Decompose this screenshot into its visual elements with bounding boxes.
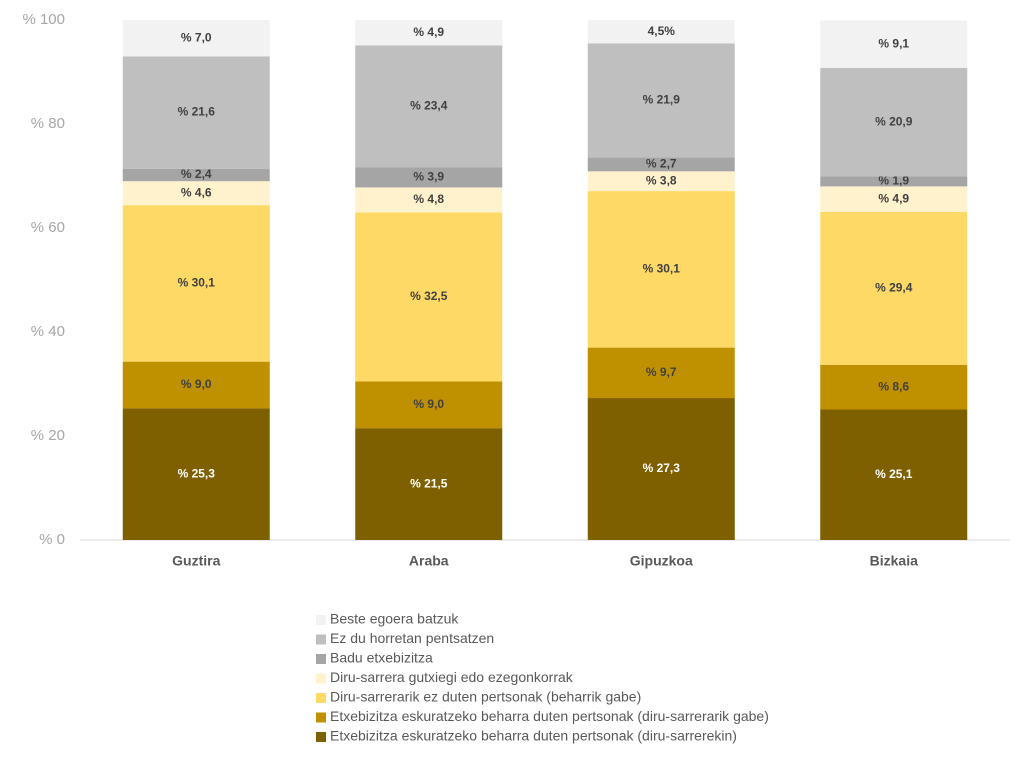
value-label: % 9,0 [181, 377, 212, 391]
value-label: % 27,3 [643, 461, 681, 475]
bar-segment [355, 45, 503, 168]
bar-segment [820, 409, 968, 540]
legend-label: Beste egoera batzuk [330, 611, 459, 627]
x-tick-label: Guztira [172, 553, 220, 569]
value-label: % 4,9 [878, 191, 909, 205]
y-tick-label: % 60 [31, 219, 65, 236]
legend-swatch [316, 673, 326, 684]
bar-segment [820, 176, 968, 187]
value-label: % 2,4 [181, 167, 212, 181]
bar-segment [355, 428, 503, 540]
value-label: % 23,4 [410, 98, 448, 112]
legend-label: Etxebizitza eskuratzeko beharra duten pe… [330, 708, 769, 724]
legend-swatch [316, 732, 326, 742]
bar-segment [820, 67, 968, 177]
bar-segment [587, 20, 735, 44]
legend-label: Diru-sarrerarik ez duten pertsonak (beha… [330, 689, 641, 705]
legend-swatch [316, 712, 326, 723]
bar-segment [122, 408, 270, 540]
bar-segment [820, 211, 968, 365]
value-label: % 32,5 [410, 289, 448, 303]
value-label: % 29,4 [875, 280, 913, 294]
legend-swatch [316, 615, 326, 625]
bar-segment [587, 157, 735, 172]
value-label: % 21,6 [178, 105, 216, 119]
legend-label: Ez du horretan pentsatzen [330, 630, 494, 646]
bar-segment [122, 205, 270, 362]
bar-segment [355, 20, 503, 46]
bar-segment [587, 43, 735, 158]
value-label: % 2,7 [646, 156, 677, 170]
value-label: % 21,5 [410, 476, 448, 490]
value-label: % 9,1 [878, 36, 909, 50]
bar-segment [355, 381, 503, 429]
value-label: % 1,9 [878, 174, 909, 188]
value-label: % 25,1 [875, 467, 913, 481]
bar-segment [122, 20, 270, 57]
bar-segment [122, 181, 270, 206]
value-label: % 9,7 [646, 365, 677, 379]
bar-segment [355, 187, 503, 213]
value-label: % 4,8 [413, 192, 444, 206]
legend-label: Diru-sarrera gutxiegi edo ezegonkorrak [330, 669, 574, 685]
y-tick-label: % 40 [31, 323, 65, 340]
value-label: % 30,1 [643, 262, 681, 276]
value-label: % 7,0 [181, 30, 212, 44]
value-label: % 21,9 [643, 93, 681, 107]
bar-segment [122, 168, 270, 182]
value-label: 4,5% [648, 24, 676, 38]
x-tick-label: Araba [409, 553, 449, 569]
y-tick-label: % 100 [22, 11, 65, 28]
legend-swatch [316, 634, 326, 645]
bar-segment [587, 191, 735, 348]
value-label: % 9,0 [413, 397, 444, 411]
bar-segment [355, 167, 503, 188]
bar-segment [820, 364, 968, 410]
legend-label: Badu etxebizitza [330, 650, 433, 666]
legend-swatch [316, 654, 326, 664]
value-label: % 25,3 [178, 466, 216, 480]
value-label: % 4,6 [181, 185, 212, 199]
y-tick-label: % 80 [31, 115, 65, 132]
value-label: % 3,9 [413, 169, 444, 183]
value-label: % 4,9 [413, 25, 444, 39]
x-tick-label: Bizkaia [870, 553, 918, 569]
legend-swatch [316, 693, 326, 703]
bar-segment [122, 361, 270, 409]
y-tick-label: % 0 [39, 531, 65, 548]
value-label: % 3,8 [646, 173, 677, 187]
legend-label: Etxebizitza eskuratzeko beharra duten pe… [330, 728, 737, 744]
bar-segment [587, 171, 735, 192]
x-tick-label: Gipuzkoa [630, 553, 693, 569]
value-label: % 30,1 [178, 276, 216, 290]
bar-segment [587, 347, 735, 399]
value-label: % 8,6 [878, 379, 909, 393]
bar-segment [820, 186, 968, 212]
bar-segment [587, 398, 735, 540]
bar-segment [355, 212, 503, 382]
y-tick-label: % 20 [31, 427, 65, 444]
bar-segment [820, 20, 968, 68]
bar-segment [122, 56, 270, 169]
value-label: % 20,9 [875, 114, 913, 128]
